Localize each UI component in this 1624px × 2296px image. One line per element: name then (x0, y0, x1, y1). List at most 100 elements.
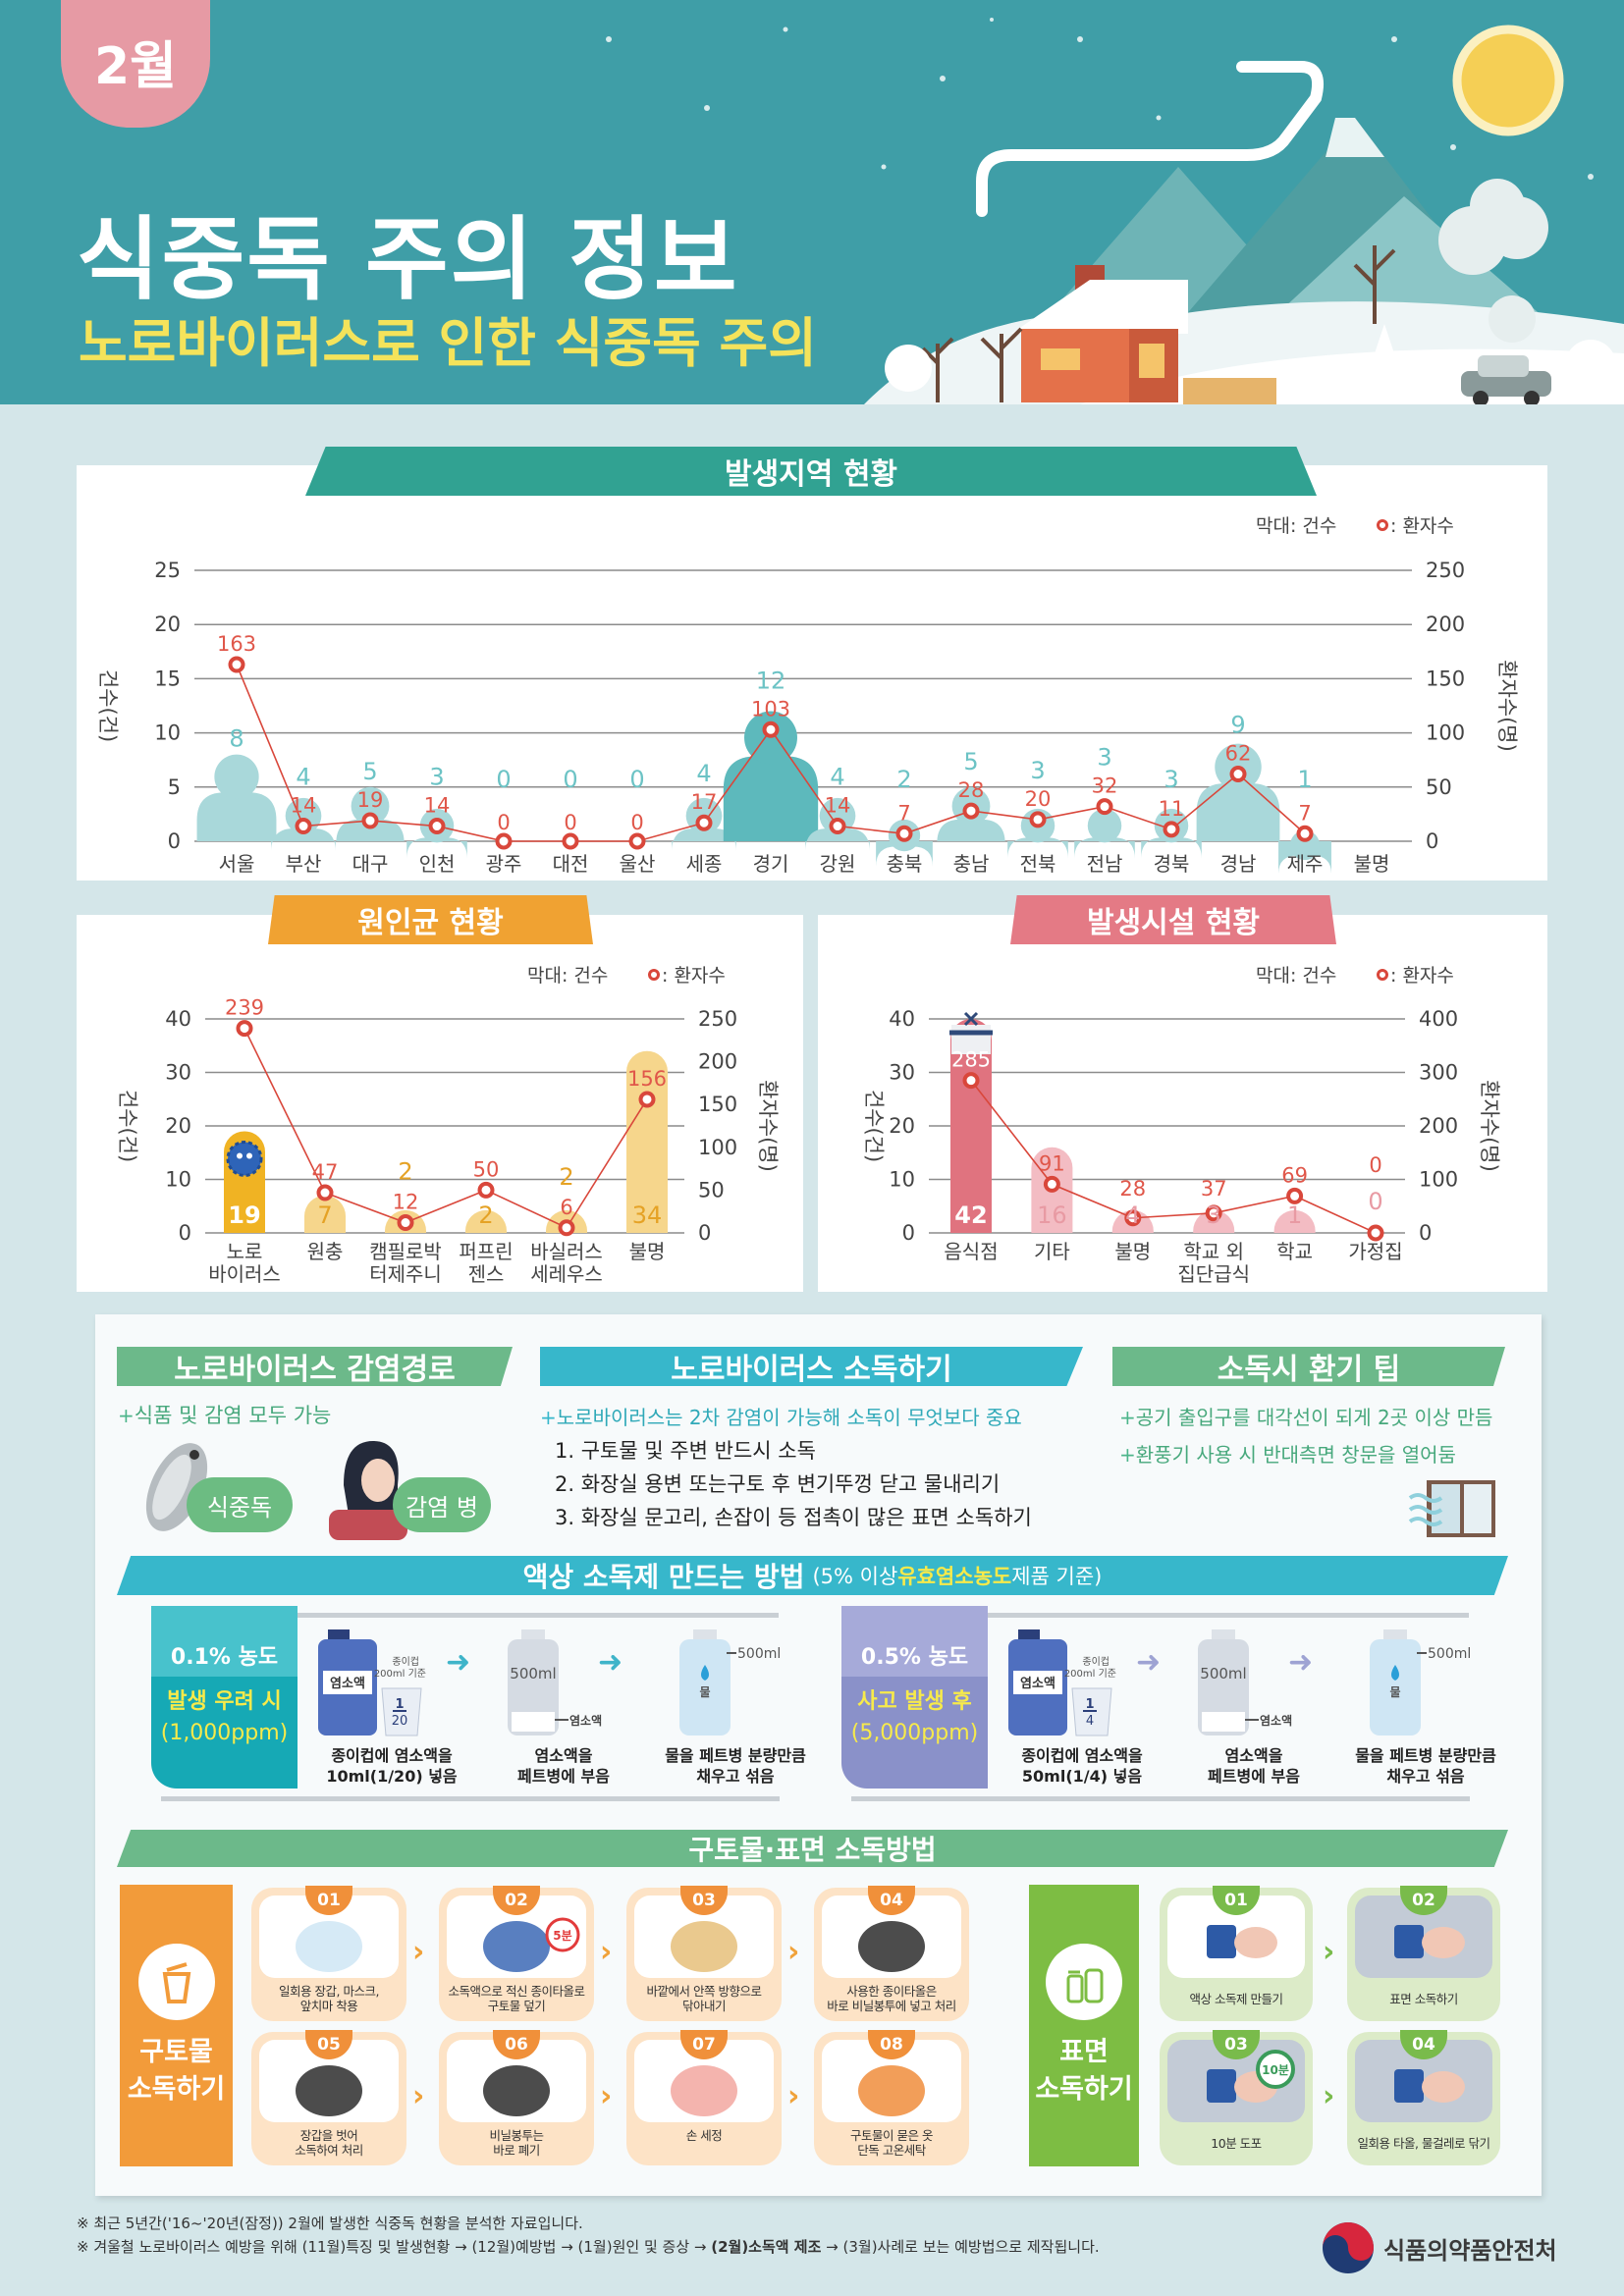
y-tick-label: 15 (154, 667, 181, 690)
step-illustration (1355, 2040, 1492, 2122)
vent-item: +환풍기 사용 시 반대측면 창문을 열어둠 (1119, 1443, 1456, 1467)
bar-value-label: 0 (1368, 1188, 1382, 1215)
category-label: 전북 (1020, 852, 1056, 876)
surface-step-card: 03 10분 10분 도포 (1160, 2030, 1313, 2165)
bar-person-body (805, 828, 870, 851)
caption-line: 50ml(1/4) 넣음 (1021, 1767, 1143, 1786)
bar (626, 1050, 668, 1233)
caption-line: 물을 페트병 분량만큼 (1355, 1746, 1496, 1765)
y2-tick-label: 50 (698, 1178, 725, 1201)
y-axis-title: 건수(건) (96, 669, 120, 742)
cup-basis-label: 종이컵 (392, 1655, 419, 1668)
y2-axis-title: 환자수(명) (1478, 1080, 1501, 1172)
step-illustration (1355, 1896, 1492, 1978)
step-caption-line: 바로 비닐봉투에 넣고 처리 (827, 1999, 956, 2013)
chevron-right-icon: › (1323, 2079, 1335, 2113)
patient-point (962, 802, 980, 820)
y2-tick-label: 0 (1419, 1221, 1432, 1245)
legend-bar: 막대: 건수 (527, 965, 608, 987)
cup-basis-label: 200ml 기준 (1064, 1668, 1116, 1680)
patient-point (1163, 821, 1180, 838)
patient-line (970, 1080, 1377, 1234)
category-label: 부산 (286, 852, 322, 876)
bar-person-body (196, 792, 277, 841)
vomit-section-label: 구토물 소독하기 (120, 1885, 233, 2166)
footer-note-2-start: ※ 겨울철 노로바이러스 예방을 위해 (11월)특징 및 발생현황 → (12… (77, 2238, 712, 2256)
pathogen-chart-title: 원인균 현황 (268, 895, 593, 944)
category-label: 가정집 (1348, 1240, 1402, 1263)
category-label: 학교 (1276, 1240, 1313, 1263)
category-label: 불명 (629, 1240, 666, 1263)
patient-value-label: 37 (1201, 1177, 1227, 1201)
bar-value-label: 2 (559, 1163, 573, 1191)
vomit-step-card: 01 일회용 장갑, 마스크, 앞치마 착용 (251, 1886, 406, 2021)
category-label: 원충 (307, 1240, 344, 1263)
y-tick-label: 40 (165, 1007, 191, 1031)
caption-line: 채우고 섞음 (1386, 1767, 1465, 1786)
category-label: 대전 (553, 852, 589, 876)
region-chart-title: 발생지역 현황 (305, 447, 1317, 496)
patient-point (829, 818, 846, 835)
y2-tick-label: 300 (1419, 1061, 1458, 1085)
step-illustration (447, 2040, 586, 2122)
category-label-line: 불명 (629, 1240, 666, 1263)
arrow-right-icon: ➜ (446, 1645, 471, 1680)
house-icon (1011, 265, 1188, 402)
timer-label: 5분 (553, 1929, 571, 1943)
step-caption-line: 바로 폐기 (493, 2143, 540, 2158)
bar-value-label: 42 (954, 1201, 987, 1229)
patient-value-label: 239 (225, 996, 264, 1020)
patient-value-label: 163 (217, 632, 256, 656)
taegeuk-logo-icon (1323, 2222, 1374, 2273)
step-caption: 일회용 타올, 물걸레로 닦기 (1357, 2136, 1490, 2151)
fraction-numerator: 1 (395, 1697, 404, 1712)
patient-value-label: 12 (393, 1191, 419, 1214)
bar-person-body (1196, 782, 1280, 841)
methods-title: 구토물·표면 소독방법 (117, 1830, 1508, 1867)
disinfect-item: 1. 구토물 및 주변 반드시 소독 (555, 1439, 816, 1463)
caption-line: 염소액을 (1224, 1746, 1283, 1765)
liquid-step-caption: 종이컵에 염소액을 10ml(1/20) 넣음 (298, 1745, 485, 1787)
bar-value-label: 2 (398, 1158, 412, 1186)
winter-scene-illustration (606, 18, 1624, 404)
step-caption: 액상 소독제 만들기 (1189, 1992, 1283, 2006)
patient-point (558, 1219, 575, 1237)
bar-person-head (214, 754, 259, 799)
category-label-line: 젠스 (468, 1262, 505, 1286)
category-label-line: 집단급식 (1177, 1262, 1250, 1286)
virus-eye (237, 1152, 243, 1159)
patient-point (762, 721, 780, 738)
patient-point (1096, 798, 1113, 816)
footer-note-2-end: → (3월)사례로 보는 예방법으로 제작됩니다. (821, 2238, 1100, 2256)
category-label-line: 가정집 (1348, 1240, 1402, 1263)
category-label-line: 터제주니 (369, 1262, 442, 1286)
bar-value-label: 5 (362, 758, 377, 785)
step-caption-line: 구토물이 묻은 옷 (850, 2128, 933, 2143)
y-tick-label: 0 (168, 829, 181, 853)
patient-point (495, 832, 513, 850)
category-label: 경남 (1220, 852, 1257, 876)
y-tick-label: 30 (165, 1061, 191, 1085)
page-title: 식중독 주의 정보 (77, 207, 739, 312)
vent-item-text: 환풍기 사용 시 반대측면 창문을 열어둠 (1135, 1443, 1456, 1467)
vent-title: 소독시 환기 팁 (1112, 1347, 1505, 1386)
woman-illustration (329, 1441, 407, 1540)
disinfect-title: 노로바이러스 소독하기 (540, 1347, 1083, 1386)
bleach-bottle-with-cup-illustration: 염소액 종이컵 200ml 기준 1 20 (318, 1629, 426, 1736)
patient-point (1124, 1209, 1142, 1227)
bar (1273, 1209, 1316, 1233)
chevron-right-icon: › (412, 1935, 425, 1969)
divider (161, 1796, 780, 1801)
disinfect-item: 2. 화장실 용변 또는구토 후 변기뚜껑 닫고 물내리기 (555, 1472, 1001, 1496)
vomit-title-line: 소독하기 (127, 2073, 226, 2105)
category-label-line: 기타 (1034, 1240, 1070, 1263)
step-caption-line: 소독하여 처리 (295, 2143, 363, 2158)
bar-value-label: 7 (317, 1201, 332, 1229)
surface-title-line: 소독하기 (1035, 2073, 1133, 2105)
category-label: 서울 (219, 852, 255, 876)
footer-note-2-bold: (2월)소독액 제조 (711, 2238, 822, 2256)
legend-line: : 환자수 (1390, 965, 1454, 987)
category-label: 노로 바이러스 (208, 1240, 281, 1286)
